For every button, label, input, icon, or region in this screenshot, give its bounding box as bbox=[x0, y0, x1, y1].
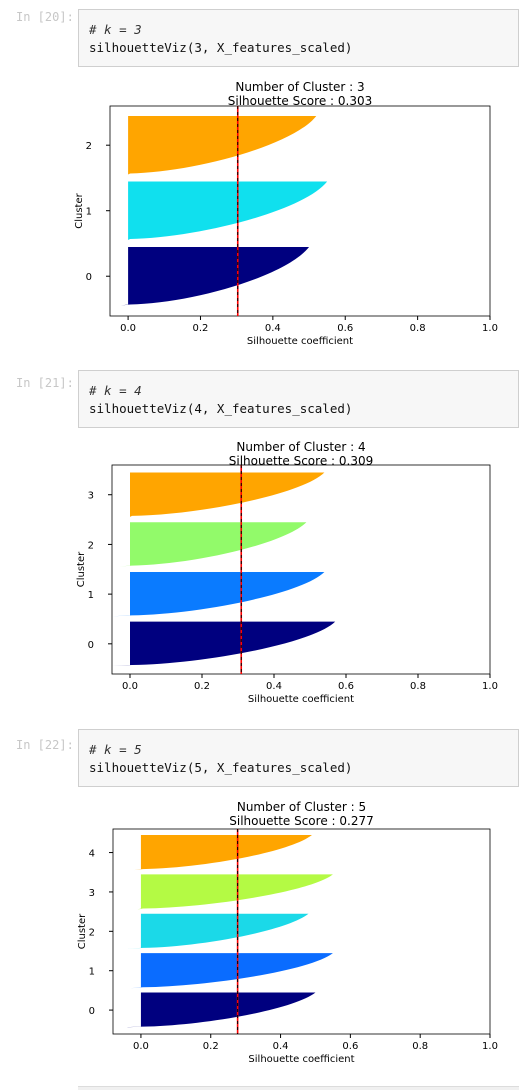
y-tick-label: 3 bbox=[89, 888, 95, 899]
x-tick-label: 0.2 bbox=[194, 681, 210, 692]
x-tick-label: 0.0 bbox=[122, 681, 138, 692]
x-tick-label: 0.2 bbox=[203, 1041, 219, 1052]
code-comment: # k = 5 bbox=[89, 742, 142, 757]
code-input[interactable]: # k = 5 silhouetteViz(5, X_features_scal… bbox=[78, 729, 519, 787]
x-tick-label: 0.0 bbox=[133, 1041, 149, 1052]
x-tick-label: 1.0 bbox=[482, 323, 498, 334]
code-line: silhouetteViz(5, X_features_scaled) bbox=[89, 760, 353, 775]
chart-subtitle: Silhouette Score : 0.303 bbox=[228, 94, 372, 108]
cluster-band bbox=[130, 472, 325, 517]
y-axis-label: Cluster bbox=[77, 913, 88, 949]
y-tick-label: 0 bbox=[89, 1006, 95, 1017]
y-tick-label: 2 bbox=[88, 540, 94, 551]
y-tick-label: 1 bbox=[88, 590, 94, 601]
y-tick-label: 0 bbox=[88, 640, 94, 651]
chart-title: Number of Cluster : 3 bbox=[235, 80, 364, 94]
code-line: silhouetteViz(4, X_features_scaled) bbox=[89, 401, 353, 416]
code-line: silhouetteViz(3, X_features_scaled) bbox=[89, 40, 353, 55]
y-tick-label: 3 bbox=[88, 491, 94, 502]
chart-subtitle: Silhouette Score : 0.277 bbox=[229, 814, 373, 828]
cluster-band bbox=[113, 992, 316, 1028]
x-tick-label: 0.2 bbox=[193, 323, 209, 334]
notebook-cell[interactable]: In [22]: # k = 5 silhouetteViz(5, X_feat… bbox=[0, 728, 519, 1086]
cluster-band bbox=[128, 115, 317, 175]
x-axis-label: Silhouette coefficient bbox=[247, 336, 353, 347]
x-tick-label: 1.0 bbox=[482, 681, 498, 692]
next-cell-edge bbox=[78, 1086, 519, 1090]
y-tick-label: 1 bbox=[86, 207, 92, 218]
y-axis-label: Cluster bbox=[76, 551, 87, 587]
chart-title: Number of Cluster : 5 bbox=[237, 800, 366, 814]
cluster-band bbox=[120, 246, 310, 306]
plot-frame bbox=[111, 464, 491, 675]
x-axis-label: Silhouette coefficient bbox=[248, 694, 354, 705]
cluster-band bbox=[112, 621, 336, 667]
cluster-band bbox=[130, 953, 333, 989]
x-tick-label: 0.6 bbox=[337, 323, 353, 334]
cluster-band bbox=[112, 571, 325, 617]
cluster-band bbox=[128, 181, 328, 240]
y-axis-label: Cluster bbox=[74, 192, 85, 228]
plot-frame bbox=[112, 828, 491, 1035]
x-tick-label: 0.8 bbox=[410, 681, 426, 692]
cell-prompt: In [22]: bbox=[16, 738, 74, 752]
x-tick-label: 1.0 bbox=[482, 1041, 498, 1052]
x-tick-label: 0.4 bbox=[266, 681, 282, 692]
cluster-band bbox=[126, 913, 309, 949]
x-tick-label: 0.4 bbox=[265, 323, 281, 334]
y-tick-label: 2 bbox=[86, 141, 92, 152]
code-comment: # k = 4 bbox=[89, 383, 142, 398]
code-input[interactable]: # k = 3 silhouetteViz(3, X_features_scal… bbox=[78, 9, 519, 67]
x-tick-label: 0.8 bbox=[412, 1041, 428, 1052]
cell-prompt: In [20]: bbox=[16, 10, 74, 24]
x-tick-label: 0.4 bbox=[273, 1041, 289, 1052]
plot-frame bbox=[109, 105, 491, 317]
y-tick-label: 4 bbox=[89, 849, 95, 860]
cluster-band bbox=[133, 834, 312, 871]
cluster-band bbox=[137, 874, 333, 910]
cell-prompt: In [21]: bbox=[16, 376, 74, 390]
code-comment: # k = 3 bbox=[89, 22, 142, 37]
y-tick-label: 0 bbox=[86, 272, 92, 283]
x-tick-label: 0.0 bbox=[120, 323, 136, 334]
y-tick-label: 2 bbox=[89, 927, 95, 938]
x-tick-label: 0.6 bbox=[342, 1041, 358, 1052]
x-axis-label: Silhouette coefficient bbox=[248, 1054, 354, 1065]
notebook-cell[interactable]: In [20]: # k = 3 silhouetteViz(3, X_feat… bbox=[0, 0, 519, 360]
chart-subtitle: Silhouette Score : 0.309 bbox=[229, 454, 373, 468]
x-tick-label: 0.8 bbox=[410, 323, 426, 334]
chart-title: Number of Cluster : 4 bbox=[236, 440, 365, 454]
x-tick-label: 0.6 bbox=[338, 681, 354, 692]
code-input[interactable]: # k = 4 silhouetteViz(4, X_features_scal… bbox=[78, 370, 519, 428]
y-tick-label: 1 bbox=[89, 967, 95, 978]
notebook-cell[interactable]: In [21]: # k = 4 silhouetteViz(4, X_feat… bbox=[0, 366, 519, 722]
cluster-band bbox=[119, 522, 307, 567]
